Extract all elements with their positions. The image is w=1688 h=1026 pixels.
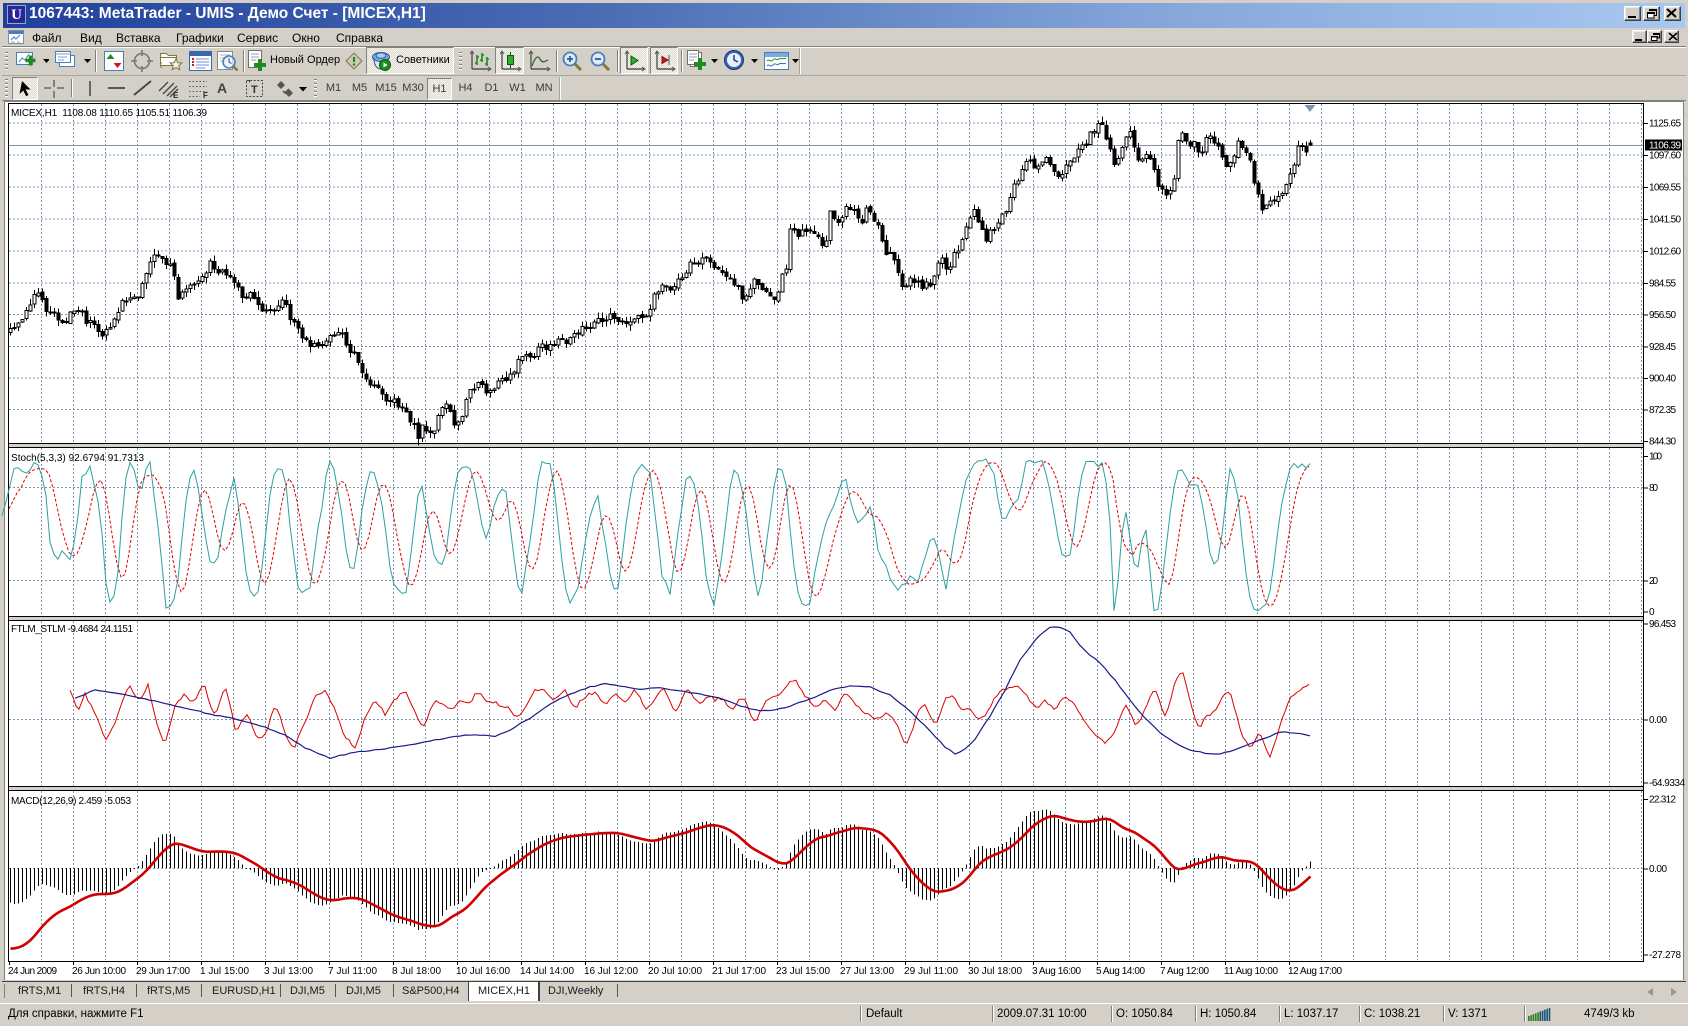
svg-text:0: 0 <box>1649 607 1655 618</box>
svg-text:100: 100 <box>1649 452 1662 463</box>
svg-text:96.453: 96.453 <box>1649 619 1676 630</box>
svg-text:3 Jul 13:00: 3 Jul 13:00 <box>264 966 313 977</box>
svg-text:80: 80 <box>1649 483 1658 494</box>
svg-text:-27.278: -27.278 <box>1649 950 1681 961</box>
svg-text:20 Jul 10:00: 20 Jul 10:00 <box>648 966 702 977</box>
svg-text:1097.60: 1097.60 <box>1649 151 1681 162</box>
svg-text:956.50: 956.50 <box>1649 310 1676 321</box>
svg-text:22.312: 22.312 <box>1649 795 1676 806</box>
svg-text:30 Jul 18:00: 30 Jul 18:00 <box>968 966 1022 977</box>
svg-text:20: 20 <box>1649 576 1658 587</box>
svg-text:21 Jul 17:00: 21 Jul 17:00 <box>712 966 766 977</box>
svg-text:26 Jun 10:00: 26 Jun 10:00 <box>72 966 126 977</box>
svg-text:1125.65: 1125.65 <box>1649 119 1681 130</box>
svg-text:24 Jun 2009: 24 Jun 2009 <box>8 966 57 977</box>
svg-text:1069.55: 1069.55 <box>1649 183 1681 194</box>
svg-text:900.40: 900.40 <box>1649 374 1676 385</box>
svg-text:10 Jul 16:00: 10 Jul 16:00 <box>456 966 510 977</box>
svg-text:3 Aug 16:00: 3 Aug 16:00 <box>1032 966 1081 977</box>
svg-text:844.30: 844.30 <box>1649 437 1676 448</box>
svg-text:MICEX,H1 1108.08 1110.65 1105: MICEX,H1 1108.08 1110.65 1105.51 1106.39 <box>11 108 207 119</box>
svg-text:1012.60: 1012.60 <box>1649 247 1681 258</box>
svg-text:1106.39: 1106.39 <box>1649 141 1681 152</box>
svg-text:27 Jul 13:00: 27 Jul 13:00 <box>840 966 894 977</box>
svg-text:29 Jul 11:00: 29 Jul 11:00 <box>904 966 958 977</box>
svg-text:F: F <box>203 91 208 100</box>
svg-text:984.55: 984.55 <box>1649 279 1676 290</box>
svg-text:928.45: 928.45 <box>1649 342 1676 353</box>
svg-text:FTLM_STLM -9.4684 24.1151: FTLM_STLM -9.4684 24.1151 <box>11 624 133 635</box>
svg-text:5 Aug 14:00: 5 Aug 14:00 <box>1096 966 1145 977</box>
svg-text:7 Jul 11:00: 7 Jul 11:00 <box>328 966 377 977</box>
svg-text:12 Aug 17:00: 12 Aug 17:00 <box>1288 966 1342 977</box>
svg-text:8 Jul 18:00: 8 Jul 18:00 <box>392 966 441 977</box>
svg-text:11 Aug 10:00: 11 Aug 10:00 <box>1224 966 1278 977</box>
svg-text:E: E <box>173 91 179 100</box>
svg-text:T: T <box>251 84 258 96</box>
svg-text:0.00: 0.00 <box>1649 715 1667 726</box>
svg-text:MACD(12,26,9) 2.459 -5.053: MACD(12,26,9) 2.459 -5.053 <box>11 796 131 807</box>
svg-text:14 Jul 14:00: 14 Jul 14:00 <box>520 966 574 977</box>
svg-text:16 Jul 12:00: 16 Jul 12:00 <box>584 966 638 977</box>
svg-text:872.35: 872.35 <box>1649 405 1676 416</box>
svg-text:Stoch(5,3,3) 92.6794 91.7313: Stoch(5,3,3) 92.6794 91.7313 <box>11 453 144 464</box>
svg-text:7 Aug 12:00: 7 Aug 12:00 <box>1160 966 1209 977</box>
svg-text:29 Jun 17:00: 29 Jun 17:00 <box>136 966 190 977</box>
svg-text:-64.9334: -64.9334 <box>1649 778 1685 789</box>
svg-text:23 Jul 15:00: 23 Jul 15:00 <box>776 966 830 977</box>
svg-text:0.00: 0.00 <box>1649 864 1667 875</box>
svg-text:1 Jul 15:00: 1 Jul 15:00 <box>200 966 249 977</box>
svg-text:1041.50: 1041.50 <box>1649 215 1681 226</box>
